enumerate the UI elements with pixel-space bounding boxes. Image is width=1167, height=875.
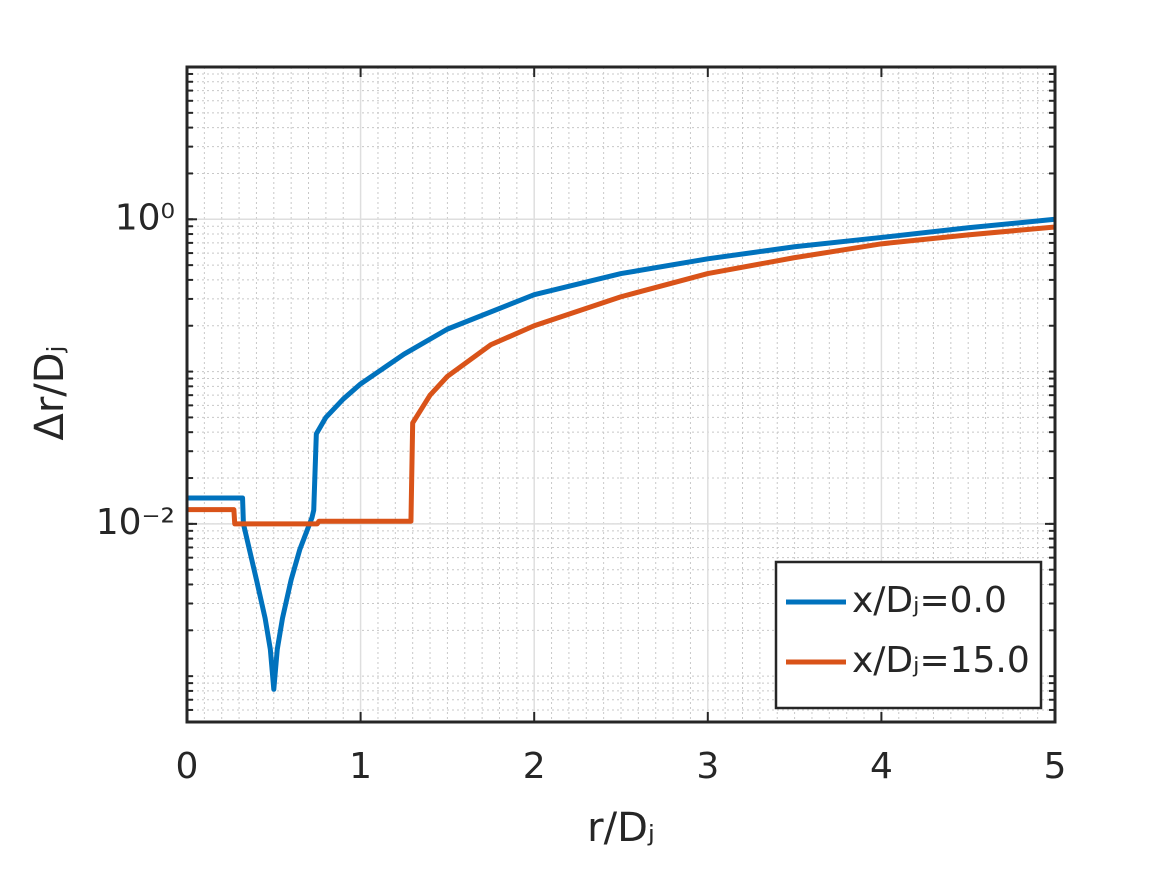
axes-box bbox=[185, 65, 1057, 724]
x-tick-label: 1 bbox=[349, 746, 372, 787]
legend-label: x/Dⱼ=0.0 bbox=[852, 580, 1007, 621]
x-axis-label: r/Dⱼ bbox=[587, 805, 655, 851]
legend-label: x/Dⱼ=15.0 bbox=[852, 640, 1030, 681]
data-line bbox=[187, 216, 1056, 692]
y-tick-label: 10⁰ bbox=[115, 197, 175, 238]
data-line bbox=[187, 224, 1056, 527]
legend-box bbox=[774, 560, 1043, 710]
x-tick-label: 3 bbox=[696, 746, 719, 787]
x-tick-label: 4 bbox=[870, 746, 893, 787]
x-tick-label: 5 bbox=[1044, 746, 1067, 787]
y-axis-label: Δr/Dⱼ bbox=[27, 345, 73, 440]
x-tick-label: 0 bbox=[176, 746, 199, 787]
x-tick-label: 2 bbox=[523, 746, 546, 787]
y-tick-label: 10⁻² bbox=[96, 502, 175, 543]
